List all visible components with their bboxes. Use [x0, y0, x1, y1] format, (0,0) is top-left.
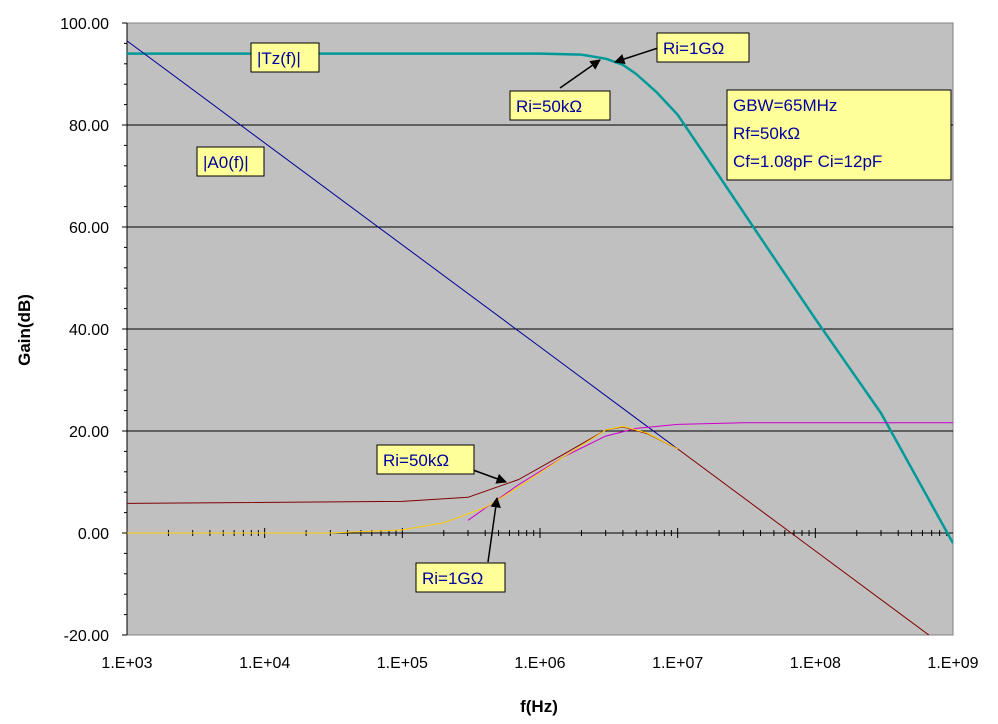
annotation-box	[376, 444, 475, 475]
series-line-3	[467, 422, 953, 521]
annotation-label: Ri=1GΩ	[663, 39, 724, 58]
series-line-4	[127, 425, 678, 534]
annotation-box	[196, 146, 265, 177]
y-tick-label: 40.00	[69, 322, 109, 339]
y-tick-label: 100.00	[60, 16, 109, 33]
annotation-label: |A0(f)|	[203, 153, 249, 172]
annotation-box	[509, 90, 611, 121]
x-tick-label: 1.E+03	[101, 655, 152, 672]
annotation-arrow	[487, 496, 501, 563]
annotation-arrows	[472, 47, 659, 563]
annotation-label: Cf=1.08pF Ci=12pF	[733, 152, 882, 171]
annotation-box	[656, 32, 750, 63]
x-tick-labels: 1.E+03 1.E+04 1.E+05 1.E+06 1.E+07 1.E+08 1.E+…	[101, 655, 978, 672]
series-lines	[127, 40, 953, 635]
y-tick-label: 60.00	[69, 220, 109, 237]
y-tick-label: 0.00	[78, 526, 109, 543]
x-tick-label: 1.E+04	[239, 655, 290, 672]
y-tick-label: 80.00	[69, 118, 109, 135]
x-tick-label: 1.E+05	[377, 655, 428, 672]
annotation-label: GBW=65MHz	[733, 96, 837, 115]
annotation-arrow	[472, 469, 507, 484]
annotation-box	[415, 562, 506, 593]
y-tick-label: 20.00	[69, 424, 109, 441]
x-axis-title: f(Hz)	[520, 697, 558, 716]
series-line-0	[127, 52, 953, 544]
y-tick-label: -20.00	[64, 628, 109, 645]
annotation-box	[250, 42, 320, 73]
annotation-arrow	[559, 59, 601, 89]
annotations: |Tz(f)| Ri=1GΩ Ri=50kΩ |A0(f)| GBW=65MHz Rf=5…	[196, 32, 952, 593]
x-tick-label: 1.E+09	[927, 655, 978, 672]
annotation-label: Ri=1GΩ	[422, 569, 483, 588]
annotation-label: Rf=50kΩ	[733, 124, 800, 143]
annotation-box	[726, 89, 952, 181]
y-tick-labels: -20.00 0.00 20.00 40.00 60.00 80.00 100.00	[60, 16, 109, 645]
series-line-1	[127, 40, 678, 450]
annotation-arrow	[614, 47, 659, 65]
y-axis-title: Gain(dB)	[15, 294, 34, 366]
x-tick-label: 1.E+08	[790, 655, 841, 672]
annotation-label: Ri=50kΩ	[516, 97, 582, 116]
x-tick-label: 1.E+06	[514, 655, 565, 672]
annotation-label: Ri=50kΩ	[383, 451, 449, 470]
x-tick-label: 1.E+07	[652, 655, 703, 672]
annotation-label: |Tz(f)|	[257, 49, 301, 68]
